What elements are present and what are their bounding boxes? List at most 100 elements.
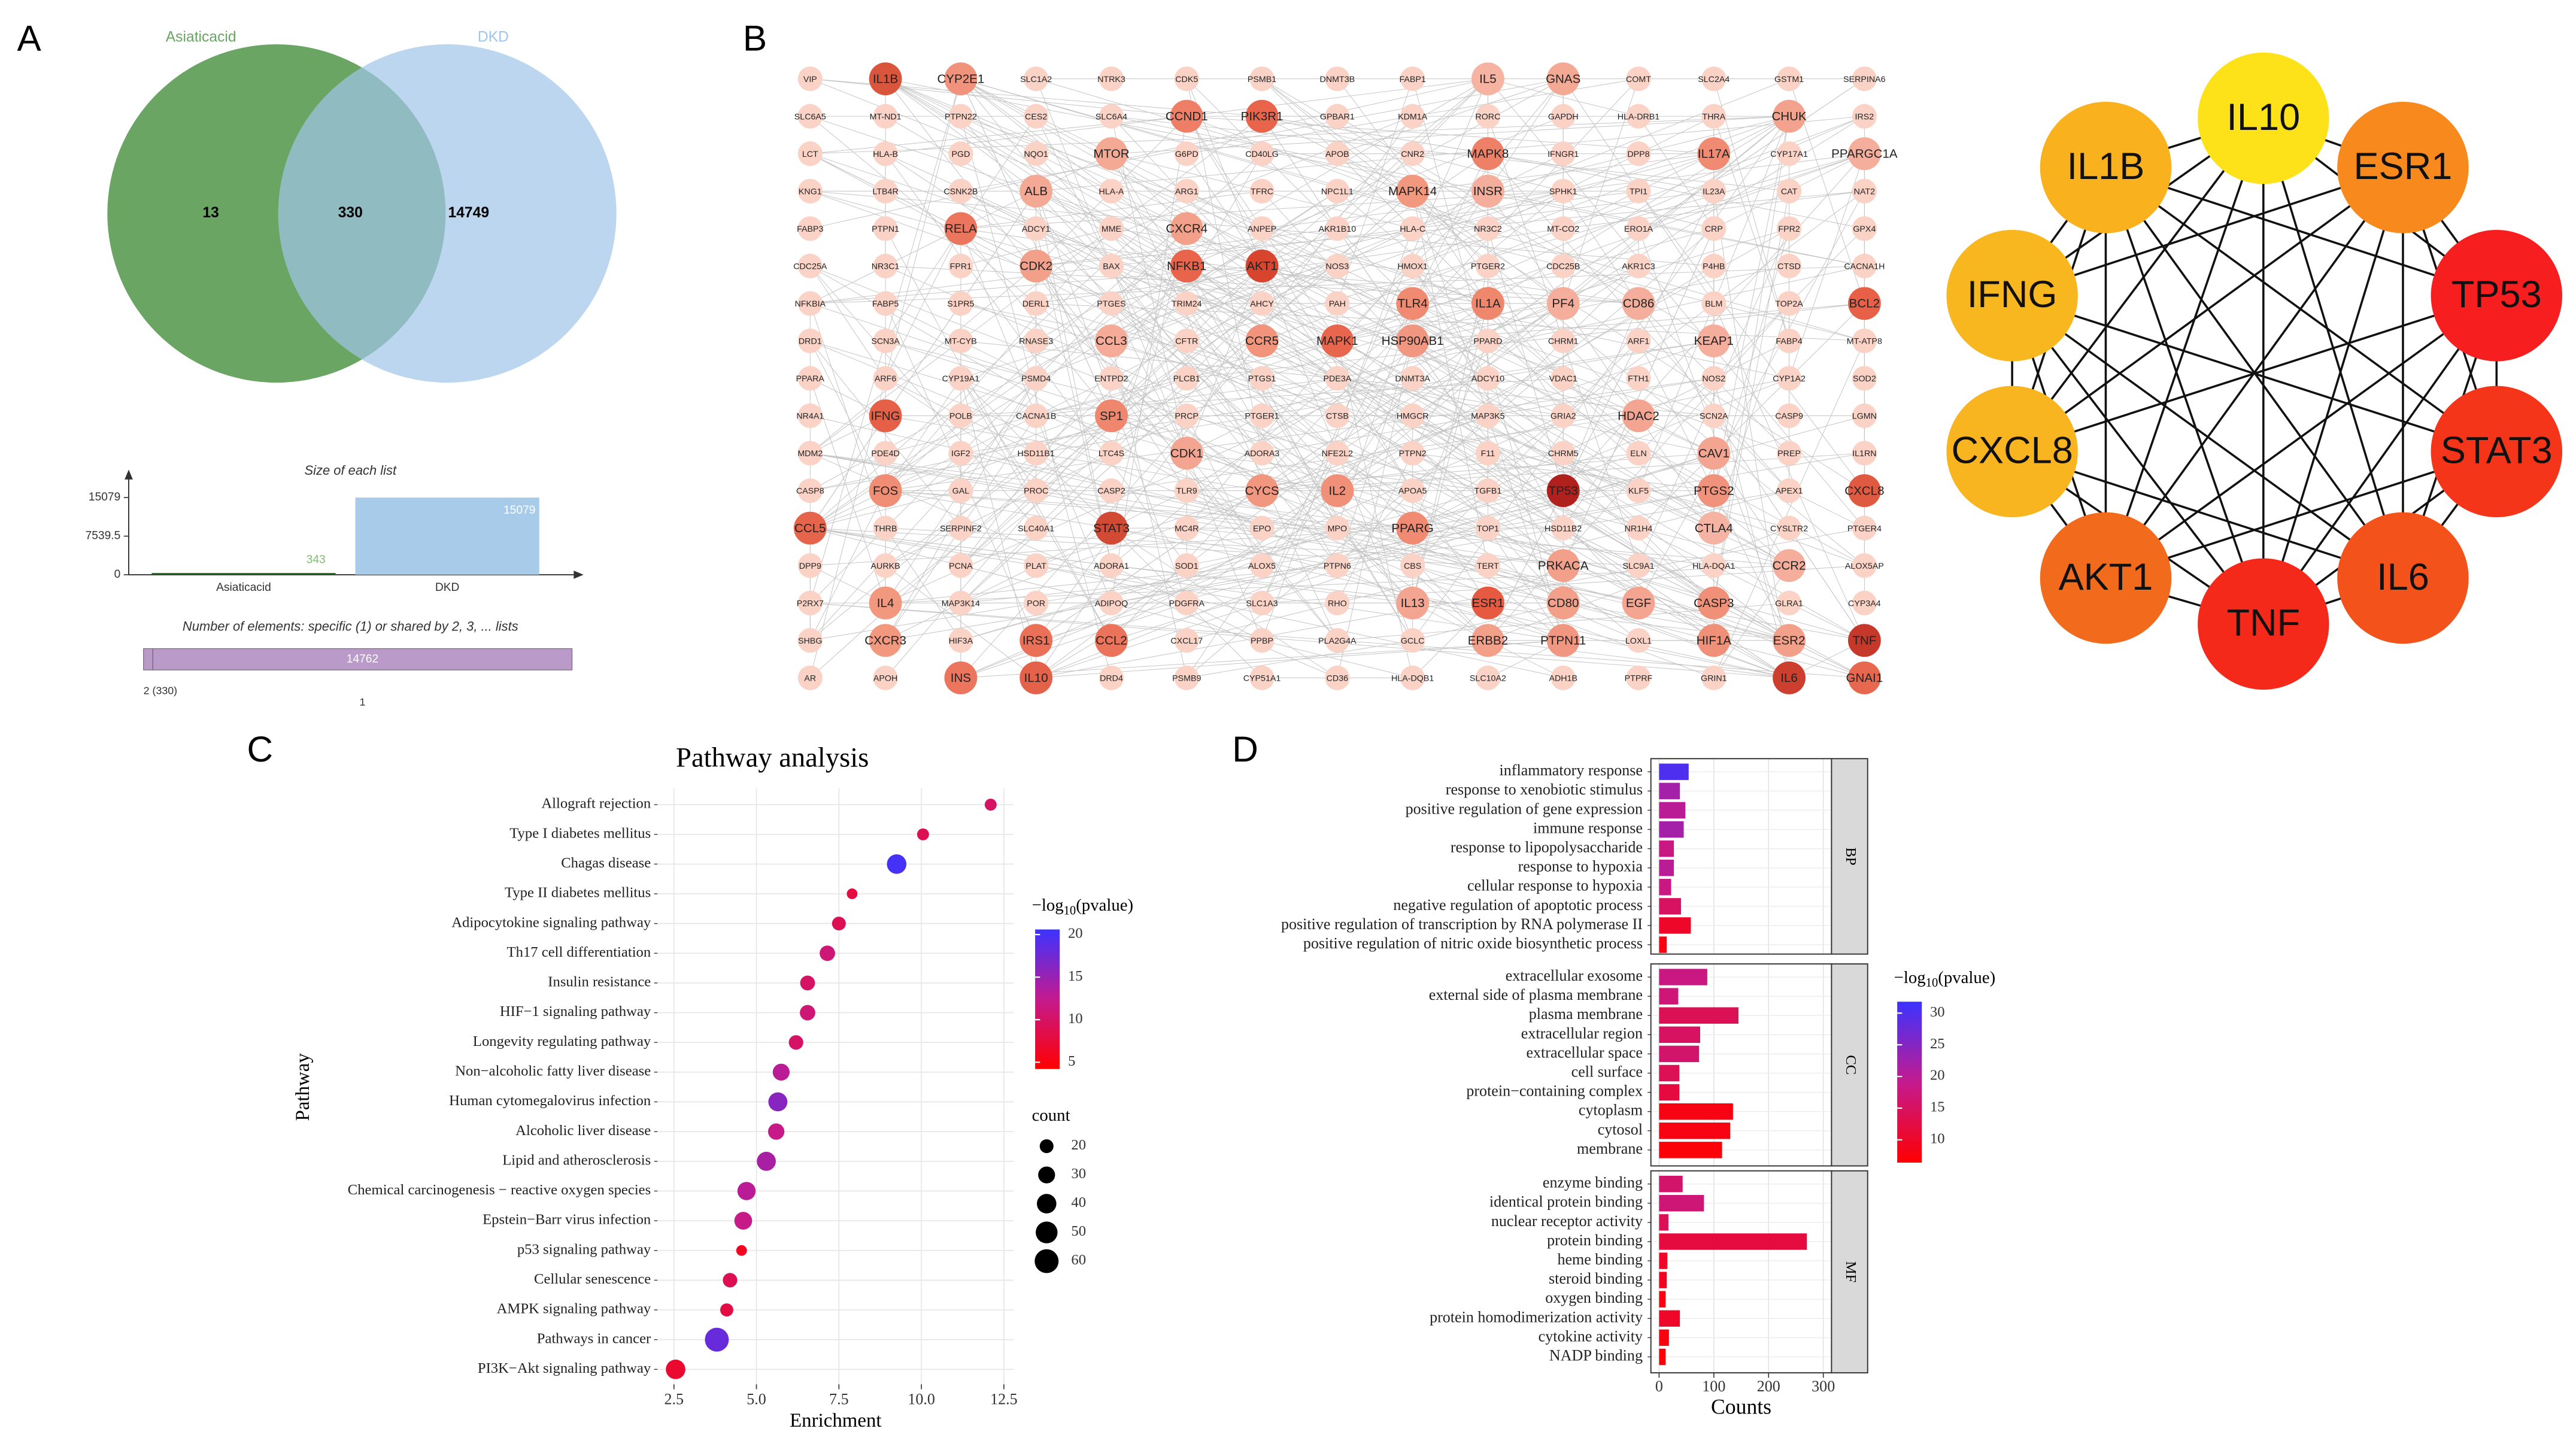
node-label: CFTR	[1175, 337, 1198, 347]
node	[1777, 515, 1802, 541]
facet-strip	[1831, 758, 1868, 955]
edge	[1261, 153, 1488, 603]
y-tick-label: Non−alcoholic fatty liver disease	[455, 1063, 651, 1079]
bar	[1659, 1214, 1668, 1231]
node-label: FPR2	[1778, 225, 1800, 234]
node	[873, 253, 898, 278]
colorbar-title: −log10(pvalue)	[1894, 967, 1996, 989]
edge	[1111, 78, 1639, 641]
y-tick-label: protein binding	[1547, 1231, 1643, 1249]
node-label: SP1	[1100, 409, 1123, 423]
node-label: GNAS	[1546, 72, 1580, 86]
node	[1174, 628, 1199, 653]
edge	[1713, 453, 1789, 566]
node-label: PDE4D	[871, 449, 900, 459]
node	[873, 104, 898, 129]
node	[1099, 366, 1124, 391]
hub-label: TP53	[2451, 274, 2542, 316]
node-label: PPARA	[796, 374, 825, 384]
node-label: PIK3R1	[1241, 110, 1284, 123]
node	[1020, 249, 1053, 283]
node-label: POLB	[949, 412, 972, 421]
node-label: TNF	[1852, 634, 1876, 648]
node	[1095, 624, 1128, 657]
x-tick-label: 10.0	[908, 1391, 935, 1408]
node	[1400, 66, 1425, 92]
node	[1321, 324, 1354, 357]
edge	[960, 341, 1263, 678]
colorbar-title-part: −log	[1032, 896, 1064, 915]
node-label: ELN	[1630, 449, 1647, 459]
edge	[1186, 228, 1715, 603]
node-label: PTPN22	[945, 112, 977, 122]
node	[1626, 441, 1651, 466]
dot	[788, 1035, 803, 1050]
node	[1626, 553, 1651, 578]
colorbar-tick-label: 5	[1068, 1053, 1075, 1069]
y-tick-label: Alcoholic liver disease	[515, 1123, 651, 1139]
dot	[720, 1303, 733, 1316]
node	[948, 104, 973, 129]
node	[1551, 253, 1576, 278]
node-label: CDC25B	[1546, 262, 1580, 271]
node	[1852, 104, 1877, 129]
node-label: SLC1A3	[1246, 599, 1278, 608]
node	[948, 291, 973, 316]
node	[1777, 328, 1802, 354]
node	[1546, 586, 1580, 620]
node-label: CASP8	[796, 487, 824, 496]
facet-strip	[1831, 1170, 1868, 1374]
x-tick-label: DKD	[435, 581, 460, 594]
node-label: PPARG	[1391, 521, 1433, 535]
edge	[1036, 228, 1714, 416]
node-label: CRP	[1705, 225, 1723, 234]
node	[1024, 590, 1049, 615]
y-tick-label: protein−containing complex	[1466, 1082, 1643, 1100]
y-tick-label: p53 signaling pathway	[517, 1241, 651, 1257]
node-label: PLCB1	[1173, 374, 1200, 384]
node	[1024, 403, 1049, 429]
node	[948, 141, 973, 166]
node	[797, 628, 823, 653]
edge	[960, 78, 1564, 192]
node-label: AKT1	[1246, 259, 1277, 273]
edge	[1261, 228, 1413, 641]
node	[1396, 174, 1430, 208]
edge	[885, 415, 1112, 678]
value-label: 14762	[347, 653, 378, 665]
node	[1777, 66, 1802, 92]
node-label: IFNGR1	[1548, 150, 1579, 159]
node-label: ARF1	[1628, 337, 1650, 347]
y-tick-label: Epstein−Barr virus infection	[483, 1212, 651, 1228]
node-label: ARG1	[1175, 187, 1199, 196]
edge	[1789, 153, 1865, 379]
dot	[666, 1360, 685, 1379]
node	[1170, 212, 1203, 245]
y-tick-label: immune response	[1533, 819, 1643, 836]
panel-label: B	[743, 18, 767, 59]
hub-node	[1946, 230, 2078, 362]
node-label: CTSD	[1777, 262, 1801, 271]
edge	[1488, 153, 1789, 491]
node-label: ANPEP	[1248, 225, 1276, 234]
node	[1701, 403, 1727, 429]
colorbar-title-part: −log	[1894, 967, 1926, 987]
node	[1551, 441, 1576, 466]
y-tick-label: nuclear receptor activity	[1491, 1212, 1643, 1230]
node	[1249, 515, 1275, 541]
colorbar-tick-label: 20	[1068, 926, 1083, 942]
edge	[1261, 265, 1789, 379]
node-label: MT-ATP8	[1847, 337, 1882, 347]
node-label: MC4R	[1175, 524, 1199, 533]
node	[1020, 661, 1053, 694]
node-label: CXCR3	[864, 634, 906, 648]
node	[1777, 291, 1802, 316]
node	[1174, 515, 1199, 541]
node-label: CDC25A	[793, 262, 827, 271]
node-label: GPBAR1	[1320, 112, 1355, 122]
chart-title: Size of each list	[304, 463, 397, 478]
node	[1546, 624, 1580, 657]
node	[1174, 553, 1199, 578]
dot	[705, 1327, 729, 1352]
node-label: IGF2	[951, 449, 970, 459]
